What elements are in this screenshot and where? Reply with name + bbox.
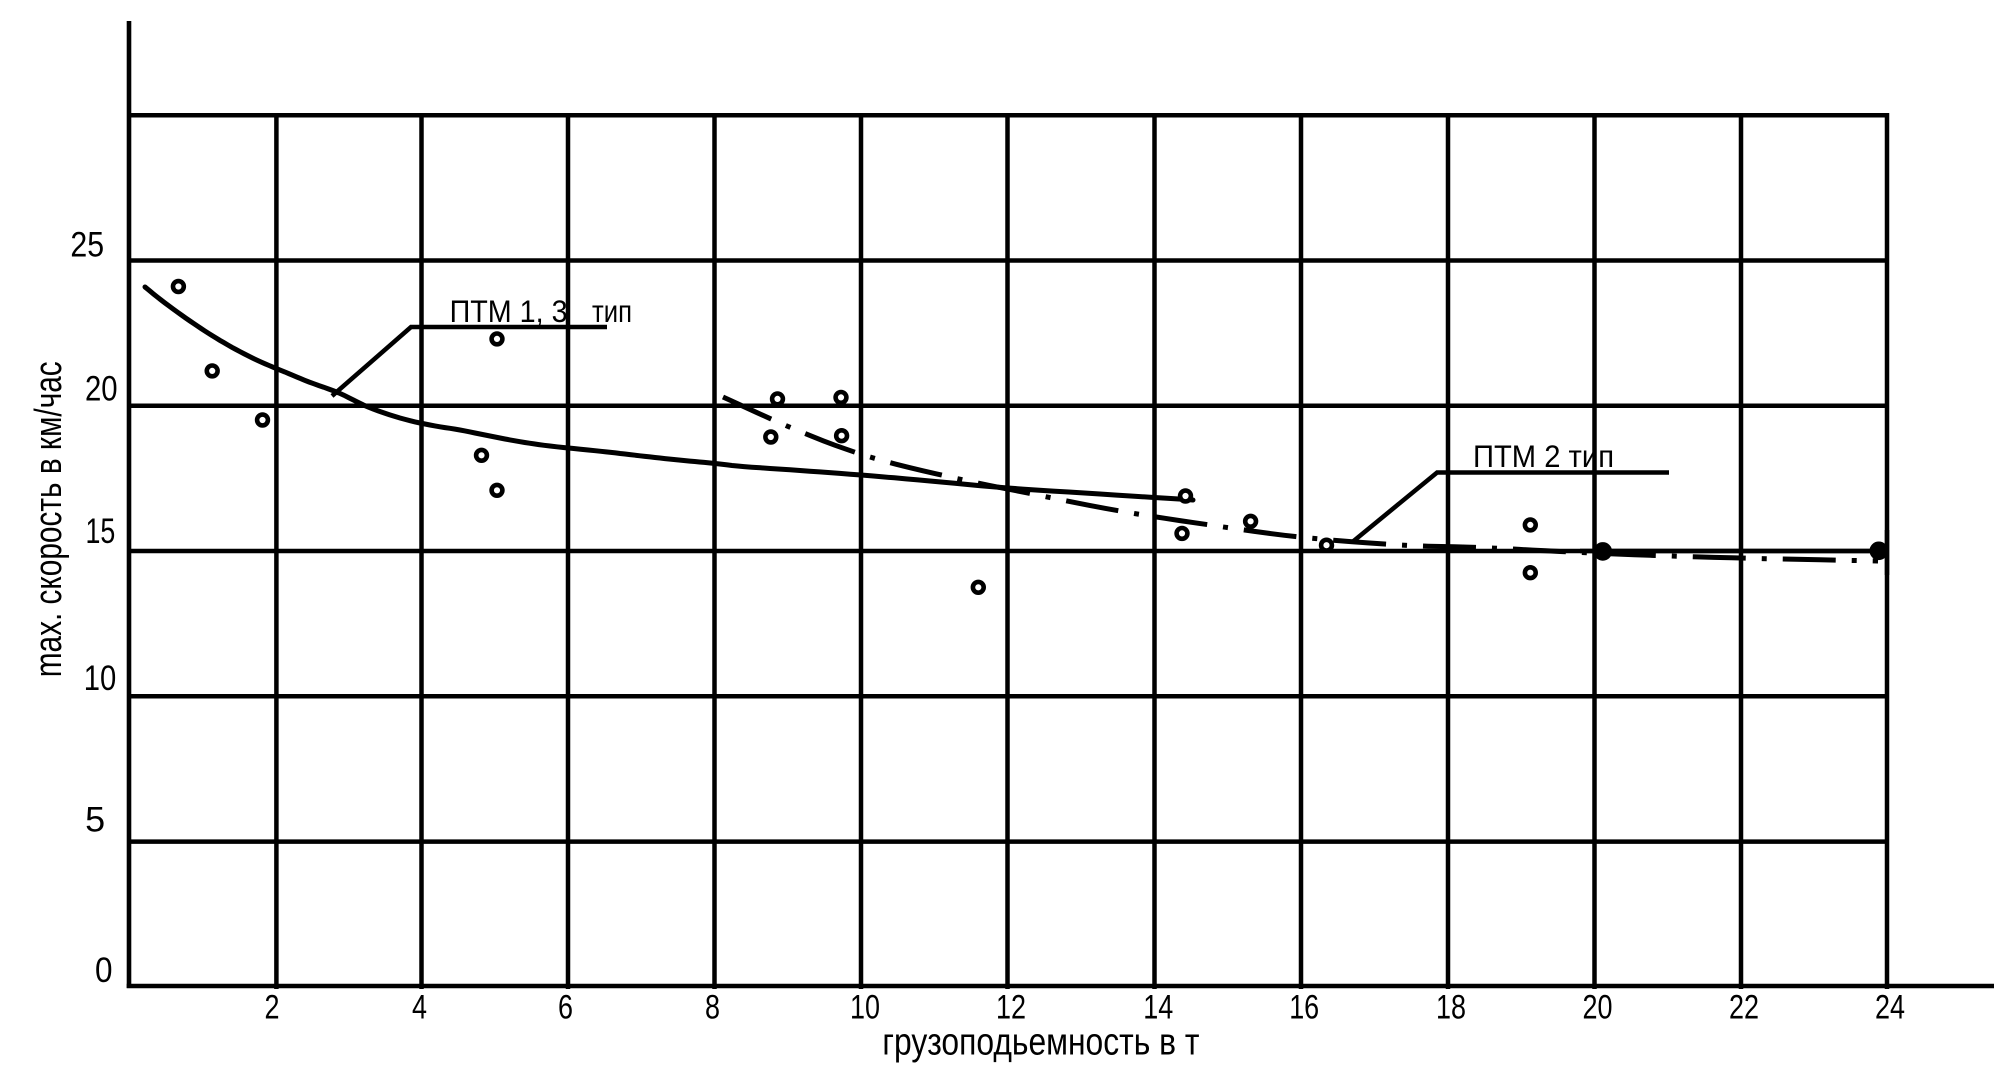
svg-text:20: 20	[1583, 988, 1613, 1026]
svg-text:тип: тип	[592, 293, 632, 329]
svg-text:6: 6	[558, 988, 573, 1026]
svg-text:15: 15	[86, 512, 116, 551]
svg-text:грузоподьемность в т: грузоподьемность в т	[882, 1022, 1199, 1064]
svg-text:8: 8	[705, 988, 720, 1026]
svg-text:18: 18	[1436, 988, 1466, 1026]
svg-text:25: 25	[70, 225, 104, 264]
svg-text:20: 20	[85, 370, 118, 409]
svg-text:2: 2	[265, 988, 280, 1026]
svg-text:5: 5	[85, 801, 105, 840]
svg-text:10: 10	[850, 988, 880, 1026]
svg-text:ПТМ 2 тип: ПТМ 2 тип	[1473, 438, 1614, 474]
svg-text:ПТМ 1, 3: ПТМ 1, 3	[450, 293, 568, 329]
svg-text:22: 22	[1729, 988, 1759, 1026]
svg-text:4: 4	[412, 988, 427, 1026]
svg-text:24: 24	[1875, 988, 1905, 1026]
svg-text:0: 0	[95, 951, 113, 990]
svg-text:max. скорость в км/час: max. скорость в км/час	[28, 361, 70, 677]
svg-text:12: 12	[996, 988, 1026, 1026]
svg-text:10: 10	[84, 659, 117, 698]
svg-text:14: 14	[1143, 988, 1173, 1026]
svg-text:16: 16	[1289, 988, 1319, 1026]
